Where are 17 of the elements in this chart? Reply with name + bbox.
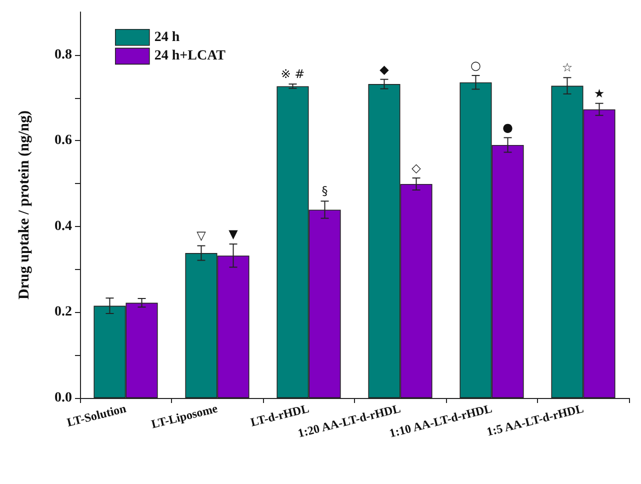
y-tick-label: 0.4: [54, 218, 72, 234]
annotation: ☆: [562, 60, 573, 75]
annotation: ◆: [380, 62, 390, 76]
annotation: ▽: [196, 228, 207, 243]
y-tick-label: 0.2: [54, 304, 72, 320]
annotation: ◇: [412, 160, 422, 175]
annotation: §: [322, 184, 328, 198]
legend-label: 24 h: [154, 30, 180, 45]
y-tick-label: 0.8: [54, 47, 72, 62]
annotation: ○: [470, 58, 481, 72]
annotation: ●: [502, 120, 514, 135]
annotation: ※ #: [280, 67, 305, 82]
annotation: ★: [594, 86, 605, 100]
y-axis-title: Drug uptake / protein (ng/ng): [16, 110, 32, 300]
y-tick-label: 0.6: [54, 133, 72, 148]
legend-label: 24 h+LCAT: [154, 48, 226, 64]
annotation: ▼: [228, 227, 239, 242]
